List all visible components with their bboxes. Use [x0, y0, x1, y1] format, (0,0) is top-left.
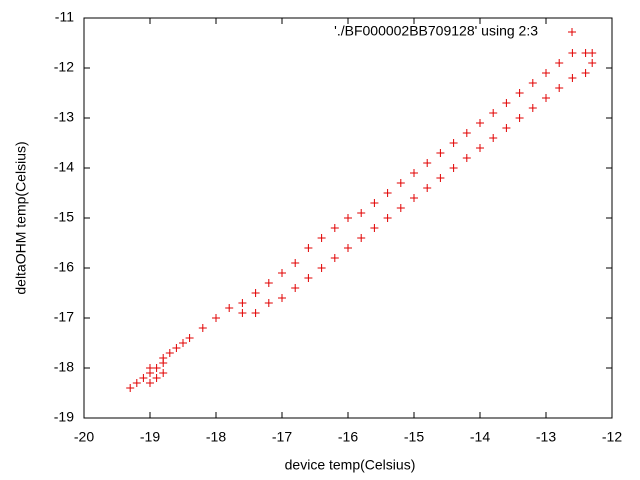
point: [185, 334, 194, 342]
point: [251, 289, 260, 297]
point: [542, 69, 550, 77]
y-tick-label: -18: [54, 359, 74, 375]
point: [370, 199, 379, 207]
point: [159, 359, 168, 367]
point: [304, 274, 313, 282]
point: [291, 259, 300, 267]
point: [383, 189, 392, 197]
point: [502, 124, 511, 132]
point: [357, 209, 366, 217]
y-tick-label: -15: [54, 209, 74, 225]
x-tick-label: -17: [272, 429, 292, 445]
point: [568, 49, 577, 57]
point: [476, 119, 484, 127]
point: [278, 269, 286, 277]
point: [152, 374, 161, 382]
x-tick-label: -15: [404, 429, 424, 445]
point: [396, 179, 405, 187]
point: [555, 59, 564, 67]
point: [278, 294, 286, 302]
point: [436, 149, 445, 157]
point: [330, 224, 339, 232]
point: [396, 204, 405, 212]
x-tick-label: -19: [140, 429, 160, 445]
point: [476, 144, 484, 152]
y-tick-label: -16: [54, 259, 74, 275]
point: [225, 304, 234, 312]
point: [423, 184, 432, 192]
point: [198, 324, 207, 332]
point: [238, 299, 247, 307]
x-tick-label: -13: [536, 429, 556, 445]
point: [317, 234, 326, 242]
point: [410, 169, 418, 177]
point: [410, 194, 418, 202]
x-tick-label: -14: [470, 429, 490, 445]
point: [568, 74, 577, 82]
point: [462, 129, 471, 137]
point: [126, 384, 135, 392]
x-tick-label: -16: [338, 429, 358, 445]
point: [588, 49, 597, 57]
point: [179, 339, 187, 347]
legend-label: './BF000002BB709128' using 2:3: [334, 23, 538, 39]
point: [489, 109, 498, 117]
legend-swatch: [568, 28, 576, 36]
y-tick-label: -19: [54, 409, 74, 425]
point: [317, 264, 326, 272]
point: [330, 254, 339, 262]
x-tick-label: -20: [74, 429, 94, 445]
point: [588, 59, 597, 67]
point: [542, 94, 550, 102]
point: [423, 159, 432, 167]
x-tick-label: -18: [206, 429, 226, 445]
point: [370, 224, 379, 232]
point: [449, 139, 458, 147]
point: [304, 244, 313, 252]
point: [212, 314, 220, 322]
point: [357, 234, 366, 242]
point: [165, 349, 174, 357]
point: [139, 374, 148, 382]
point: [436, 174, 445, 182]
point: [291, 284, 300, 292]
point: [146, 379, 154, 387]
point: [251, 309, 260, 317]
point: [462, 154, 471, 162]
point: [132, 379, 141, 387]
y-tick-label: -14: [54, 159, 74, 175]
y-tick-label: -12: [54, 59, 74, 75]
y-tick-label: -13: [54, 109, 74, 125]
y-axis-label: deltaOHM temp(Celsius): [13, 141, 29, 294]
point: [489, 134, 498, 142]
point: [555, 84, 564, 92]
point: [515, 114, 524, 122]
point: [502, 99, 511, 107]
point: [528, 79, 537, 87]
point: [264, 299, 273, 307]
point: [264, 279, 273, 287]
point: [581, 69, 590, 77]
y-tick-label: -17: [54, 309, 74, 325]
x-axis-label: device temp(Celsius): [285, 457, 416, 473]
point: [528, 104, 537, 112]
point: [344, 244, 352, 252]
point: [344, 214, 352, 222]
x-tick-label: -12: [602, 429, 622, 445]
point: [449, 164, 458, 172]
point: [383, 214, 392, 222]
point: [515, 89, 524, 97]
point: [172, 344, 181, 352]
point: [159, 369, 168, 377]
point: [238, 309, 247, 317]
point: [146, 364, 154, 372]
y-tick-label: -11: [55, 9, 74, 25]
